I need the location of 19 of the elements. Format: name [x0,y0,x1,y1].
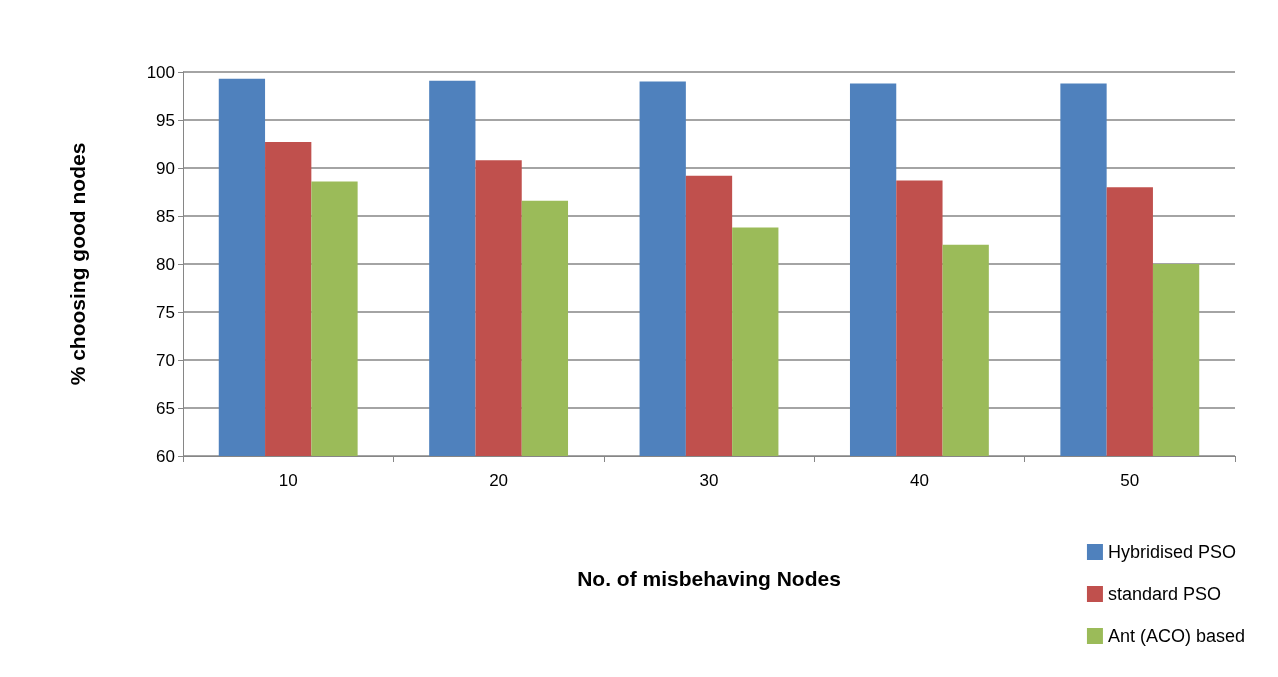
x-tick-label: 10 [278,471,298,490]
y-tick-label: 80 [156,254,175,274]
y-tick-label: 60 [156,446,175,466]
y-tick-label: 95 [156,110,175,130]
legend-label: Hybridised PSO [1107,542,1237,562]
legend-label: Ant (ACO) based [1107,626,1246,646]
y-axis-title: % choosing good nodes [66,142,89,386]
x-axis-title: No. of misbehaving Nodes [577,567,841,590]
y-tick-label: 65 [156,398,175,418]
x-tick-label: 30 [699,471,719,490]
y-tick-label: 90 [156,158,175,178]
x-tick-label: 50 [1120,471,1140,490]
y-tick-label: 70 [156,350,175,370]
x-tick-label: 40 [909,471,929,490]
y-tick-label: 75 [156,302,175,322]
legend-label: standard PSO [1107,584,1222,604]
y-tick-label: 85 [156,206,175,226]
x-tick-label: 20 [489,471,509,490]
y-tick-label: 100 [146,62,175,82]
